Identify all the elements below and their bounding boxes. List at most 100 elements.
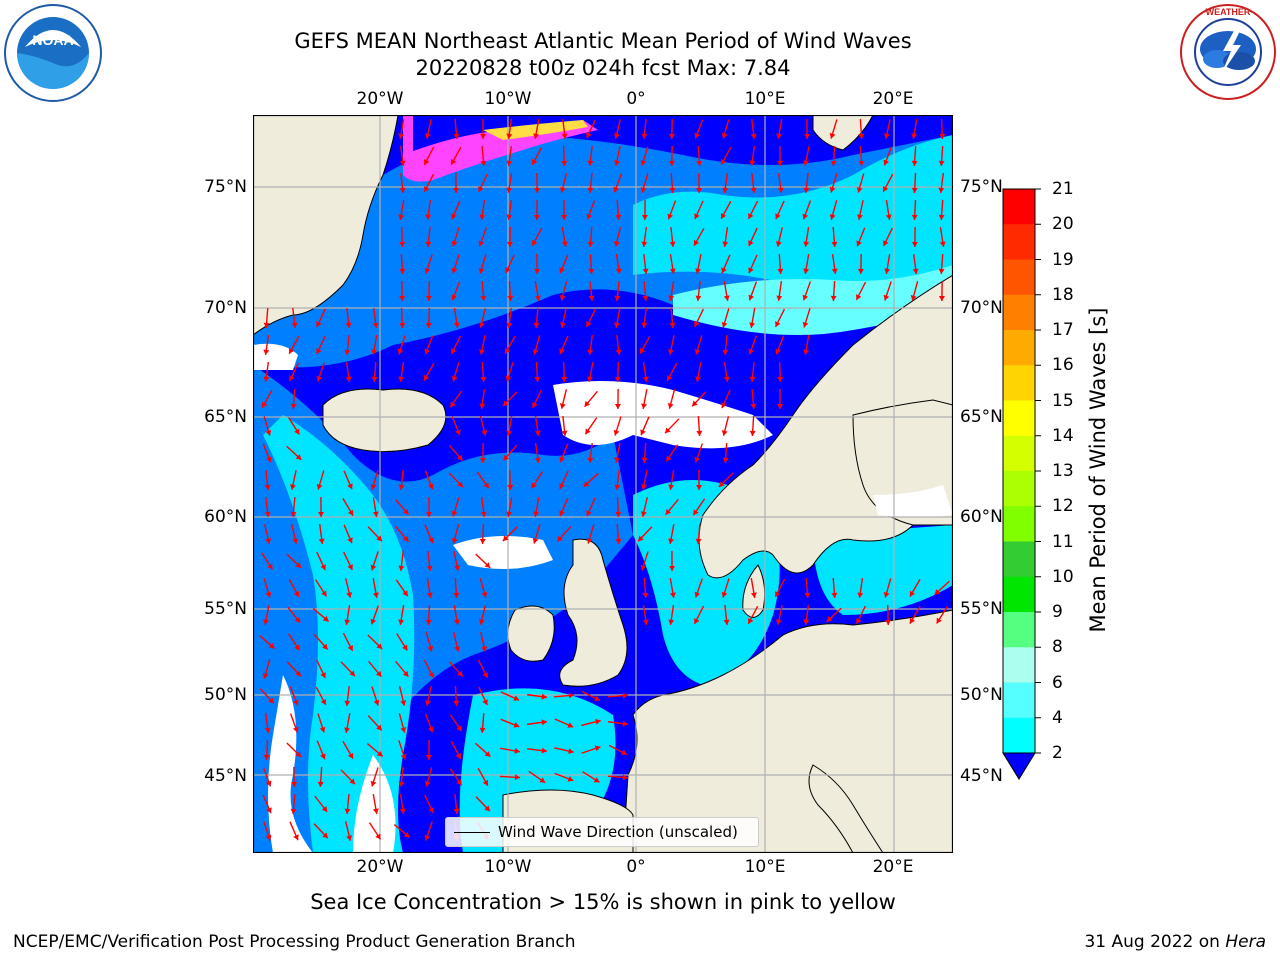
wind-wave-arrowhead bbox=[857, 592, 864, 598]
generated-host: Hera bbox=[1225, 932, 1266, 952]
wind-wave-arrowhead bbox=[831, 268, 838, 274]
wind-wave-arrowhead bbox=[402, 644, 408, 651]
wind-wave-arrowhead bbox=[425, 295, 432, 301]
wind-wave-arrowhead bbox=[561, 214, 568, 220]
wind-wave-arrowhead bbox=[666, 455, 672, 462]
wind-wave-arrowhead bbox=[479, 538, 486, 544]
wind-wave-arrowhead bbox=[451, 213, 457, 220]
wind-wave-arrowhead bbox=[613, 133, 620, 139]
wind-wave-arrowhead bbox=[882, 185, 889, 192]
wind-wave-arrowhead bbox=[669, 322, 676, 328]
wind-wave-arrowhead bbox=[370, 780, 377, 787]
colorbar-tick-label: 20 bbox=[1052, 214, 1074, 235]
wind-wave-arrowhead bbox=[749, 160, 756, 166]
wind-wave-arrowhead bbox=[316, 321, 322, 328]
colorbar-segment bbox=[1003, 541, 1035, 578]
wind-wave-arrowhead bbox=[263, 376, 270, 382]
wind-wave-arrowhead bbox=[265, 429, 272, 436]
wind-wave-arrowhead bbox=[803, 241, 810, 247]
wind-wave-arrowhead bbox=[370, 618, 377, 625]
wind-wave-arrowhead bbox=[694, 321, 700, 327]
wind-wave-arrowhead bbox=[428, 537, 434, 544]
wind-wave-arrowhead bbox=[484, 751, 491, 757]
wind-wave-arrowhead bbox=[584, 400, 591, 407]
wind-wave-arrowhead bbox=[588, 268, 595, 274]
wind-wave-arrowhead bbox=[615, 349, 622, 355]
wind-wave-arrowhead bbox=[640, 564, 647, 571]
wind-wave-arrowhead bbox=[424, 267, 431, 274]
wind-wave-arrowhead bbox=[586, 510, 592, 517]
wind-wave-arrowhead bbox=[936, 617, 942, 624]
wind-wave-arrowhead bbox=[561, 133, 568, 139]
wind-wave-arrowhead bbox=[856, 294, 862, 300]
wind-wave-arrowhead bbox=[294, 617, 301, 623]
wind-wave-arrowhead bbox=[533, 214, 540, 220]
wind-wave-arrowhead bbox=[456, 725, 462, 732]
calm-patch-south bbox=[353, 755, 396, 853]
wind-wave-arrowhead bbox=[803, 187, 810, 193]
wind-wave-arrowhead bbox=[748, 618, 754, 624]
wind-wave-arrowhead bbox=[614, 160, 620, 166]
wind-wave-arrowhead bbox=[668, 349, 674, 355]
wind-wave-arrowhead bbox=[481, 592, 488, 598]
wind-wave-arrowhead bbox=[541, 693, 547, 700]
wind-wave-arrowhead bbox=[344, 700, 351, 706]
wind-wave-arrowhead bbox=[938, 160, 945, 166]
wind-wave-arrowhead bbox=[748, 348, 755, 355]
wind-wave-arrowhead bbox=[399, 322, 406, 328]
generated-date-credit: 31 Aug 2022 on Hera bbox=[1084, 932, 1266, 952]
wind-wave-arrowhead bbox=[533, 133, 540, 139]
wind-wave-arrowhead bbox=[397, 348, 404, 355]
wind-wave-arrowhead bbox=[267, 563, 273, 570]
wind-wave-arrowhead bbox=[858, 160, 865, 166]
lat-label-right: 70°N bbox=[960, 298, 1003, 318]
colorbar-tick-label: 16 bbox=[1052, 355, 1074, 376]
wind-wave-arrowhead bbox=[749, 376, 756, 382]
wind-wave-arrowhead bbox=[804, 592, 811, 598]
wind-wave-arrowhead bbox=[345, 322, 352, 328]
wind-wave-arrowhead bbox=[268, 643, 275, 649]
wind-wave-arrowhead bbox=[398, 781, 405, 787]
land-svalbard bbox=[812, 115, 874, 151]
colorbar-segment bbox=[1003, 612, 1035, 648]
wind-wave-arrowhead bbox=[400, 700, 407, 706]
wind-wave-arrowhead bbox=[289, 375, 295, 382]
lat-label-left: 45°N bbox=[204, 766, 247, 786]
wind-wave-arrowhead bbox=[482, 779, 489, 786]
wind-wave-arrowhead bbox=[454, 646, 461, 652]
wind-wave-arrowhead bbox=[910, 295, 917, 301]
wind-wave-arrowhead bbox=[479, 727, 486, 733]
noaa-logo: NOAA bbox=[3, 3, 103, 103]
wind-wave-arrowhead bbox=[506, 214, 513, 220]
wind-wave-arrowhead bbox=[398, 619, 405, 625]
wind-wave-arrowhead bbox=[721, 430, 728, 436]
wind-wave-arrowhead bbox=[642, 295, 649, 301]
land-italy bbox=[808, 764, 884, 853]
wind-wave-arrowhead bbox=[748, 267, 754, 274]
wind-wave-arrowhead bbox=[482, 699, 488, 706]
lon-label-top: 10°E bbox=[744, 89, 786, 109]
wind-wave-arrowhead bbox=[376, 750, 383, 757]
wind-wave-arrowhead bbox=[642, 268, 649, 274]
wind-wave-arrowhead bbox=[398, 484, 405, 490]
wind-wave-arrowhead bbox=[586, 132, 592, 139]
wind-wave-arrowhead bbox=[666, 374, 673, 381]
wind-wave-arrowhead bbox=[559, 267, 565, 274]
wind-wave-arrowhead bbox=[694, 591, 701, 598]
sea-ice-pink bbox=[403, 120, 598, 182]
wind-wave-arrowhead bbox=[425, 754, 432, 760]
wind-wave-arrowhead bbox=[506, 322, 513, 328]
wind-wave-arrowhead bbox=[722, 187, 729, 193]
wind-wave-arrowhead bbox=[376, 643, 383, 649]
wind-wave-arrowhead bbox=[668, 160, 675, 166]
wind-wave-arrowhead bbox=[295, 562, 302, 568]
wind-wave-arrowhead bbox=[641, 484, 647, 490]
wind-wave-arrowhead bbox=[398, 565, 405, 571]
wind-wave-arrowhead bbox=[639, 347, 646, 354]
wind-wave-arrowhead bbox=[532, 537, 539, 544]
lon-label-top: 0° bbox=[626, 89, 646, 109]
wind-wave-arrowhead bbox=[777, 160, 784, 166]
wind-wave-arrowhead bbox=[692, 400, 698, 407]
lat-label-right: 60°N bbox=[960, 507, 1003, 527]
wind-wave-arrowhead bbox=[858, 133, 865, 139]
